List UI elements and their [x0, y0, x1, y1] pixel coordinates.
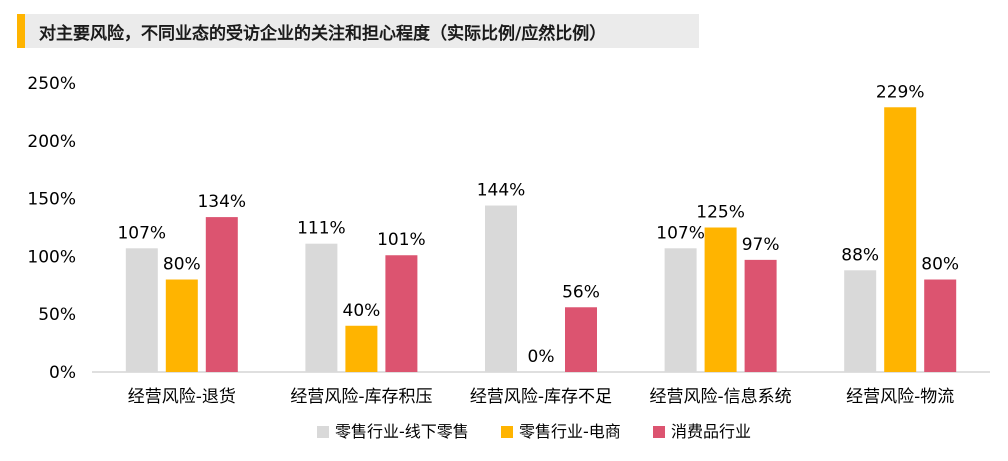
category-label: 经营风险-库存不足: [470, 387, 612, 407]
category-label: 经营风险-退货: [128, 387, 236, 407]
bar: [664, 248, 697, 372]
legend-swatch: [653, 426, 665, 438]
bar: [305, 243, 338, 372]
bar: [704, 227, 737, 372]
bar: [345, 325, 378, 372]
legend: 零售行业-线下零售 零售行业-电商 消费品行业: [317, 422, 751, 441]
data-label: 56%: [562, 282, 600, 302]
data-label: 107%: [117, 223, 166, 243]
title-accent-bar: [17, 14, 25, 48]
data-label: 107%: [656, 223, 705, 243]
bar: [884, 107, 917, 372]
legend-swatch: [317, 426, 329, 438]
bar: [844, 270, 877, 372]
data-label: 229%: [876, 82, 925, 102]
y-axis: 0% 50% 100% 150% 200% 250%: [27, 74, 76, 383]
y-tick-label: 200%: [27, 132, 76, 152]
bar: [485, 205, 517, 372]
chart-title: 对主要风险，不同业态的受访企业的关注和担心程度（实际比例/应然比例）: [39, 23, 607, 44]
data-label: 111%: [297, 219, 346, 239]
data-label: 101%: [377, 230, 426, 250]
legend-swatch: [501, 426, 513, 438]
bar: [924, 279, 957, 372]
data-label: 125%: [696, 203, 745, 223]
bar: [565, 307, 597, 372]
category-label: 经营风险-库存积压: [290, 387, 432, 407]
y-tick-label: 150%: [27, 190, 76, 210]
category-labels: 经营风险-退货 经营风险-库存积压 经营风险-库存不足 经营风险-信息系统 经营风险-物…: [128, 387, 955, 407]
legend-label: 零售行业-线下零售: [335, 422, 469, 441]
y-tick-label: 100%: [27, 247, 76, 267]
bar: [165, 279, 198, 372]
data-labels: 107%80%134%111%40%101%144%0%56%107%125%9…: [117, 82, 959, 367]
data-label: 88%: [841, 245, 879, 265]
bar: [125, 248, 158, 372]
bar: [205, 217, 238, 372]
y-tick-label: 250%: [27, 74, 76, 94]
category-label: 经营风险-信息系统: [650, 387, 792, 407]
chart-title-bar: 对主要风险，不同业态的受访企业的关注和担心程度（实际比例/应然比例）: [17, 14, 699, 48]
data-label: 80%: [921, 255, 959, 275]
data-label: 97%: [742, 235, 780, 255]
y-tick-label: 0%: [49, 363, 76, 383]
legend-label: 消费品行业: [671, 422, 751, 441]
data-label: 40%: [343, 301, 381, 321]
bars: [125, 107, 957, 372]
y-tick-label: 50%: [38, 305, 76, 325]
bar: [744, 259, 777, 372]
legend-label: 零售行业-电商: [519, 422, 621, 441]
category-label: 经营风险-物流: [846, 387, 954, 407]
data-label: 0%: [528, 347, 555, 367]
data-label: 134%: [197, 192, 246, 212]
data-label: 144%: [477, 181, 526, 201]
data-label: 80%: [163, 255, 201, 275]
bar: [385, 255, 418, 372]
